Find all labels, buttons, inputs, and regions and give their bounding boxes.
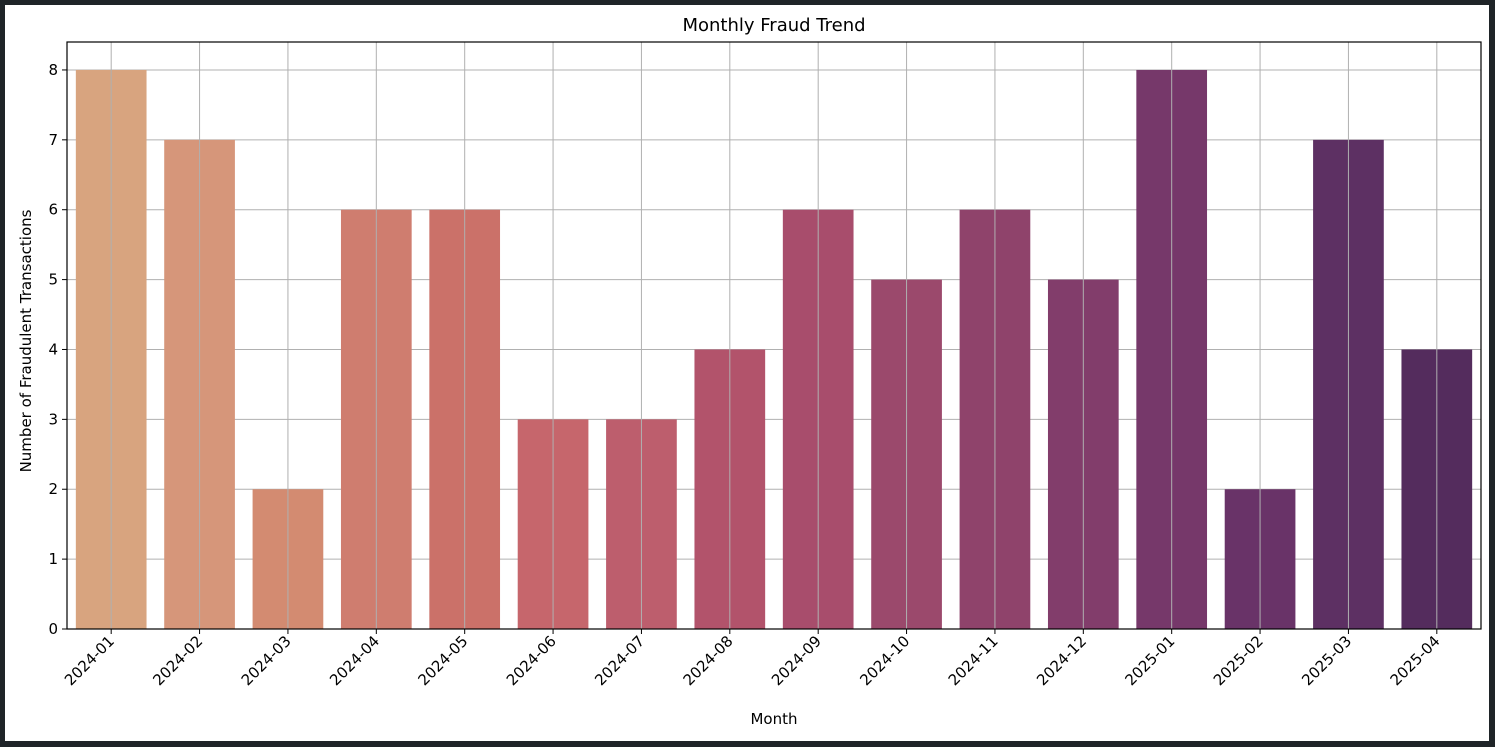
x-tick-label: 2024-05 xyxy=(414,632,471,689)
x-tick-label: 2025-01 xyxy=(1121,632,1178,689)
x-tick-label: 2024-07 xyxy=(591,632,648,689)
y-tick-label: 2 xyxy=(48,480,58,498)
chart-frame: Monthly Fraud Trend Month Number of Frau… xyxy=(5,5,1489,741)
plot-frame xyxy=(66,41,1482,630)
y-tick-label: 3 xyxy=(48,410,58,428)
y-axis-label: Number of Fraudulent Transactions xyxy=(17,209,35,472)
x-tick-label: 2024-11 xyxy=(945,632,1002,689)
x-tick-label: 2024-09 xyxy=(768,632,825,689)
x-axis-label: Month xyxy=(750,710,797,728)
chart-title: Monthly Fraud Trend xyxy=(682,15,865,36)
x-tick-label: 2025-02 xyxy=(1210,632,1267,689)
x-tick-label: 2024-06 xyxy=(503,632,560,689)
x-tick-label: 2025-03 xyxy=(1298,632,1355,689)
bar-chart: Monthly Fraud Trend Month Number of Frau… xyxy=(17,15,1482,728)
y-tick-label: 4 xyxy=(48,340,58,358)
y-tick-label: 1 xyxy=(48,550,58,568)
x-tick-label: 2024-10 xyxy=(856,632,913,689)
axes-layer xyxy=(66,41,1482,630)
y-tick-label: 6 xyxy=(48,201,58,219)
vertical-grid-layer xyxy=(110,42,1438,629)
x-tick-label: 2024-04 xyxy=(326,632,383,689)
x-tick-label: 2025-04 xyxy=(1387,632,1444,689)
x-tick-label: 2024-01 xyxy=(61,632,118,689)
x-tick-label: 2024-08 xyxy=(680,632,737,689)
x-tick-label: 2024-12 xyxy=(1033,632,1090,689)
y-tick-label: 5 xyxy=(48,271,58,289)
y-tick-label: 8 xyxy=(48,61,58,79)
x-tick-label: 2024-03 xyxy=(238,632,295,689)
y-tick-label: 7 xyxy=(48,131,58,149)
x-tick-label: 2024-02 xyxy=(149,632,206,689)
y-tick-label: 0 xyxy=(48,620,58,638)
